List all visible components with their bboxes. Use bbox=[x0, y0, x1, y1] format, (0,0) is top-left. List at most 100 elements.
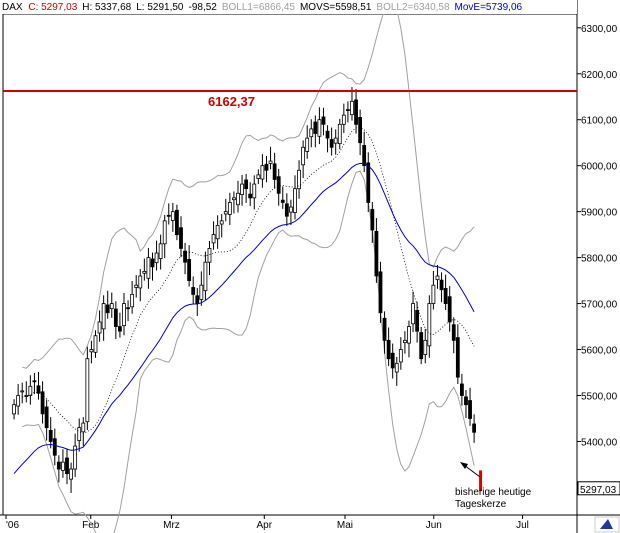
candle-body bbox=[142, 270, 147, 274]
resistance-line-label: 6162,37 bbox=[208, 94, 255, 109]
header-bar bbox=[0, 0, 577, 14]
candle-body bbox=[268, 160, 273, 164]
candle-body bbox=[337, 123, 342, 145]
candle-body bbox=[179, 227, 183, 249]
candle-body bbox=[236, 192, 240, 206]
candle-body bbox=[305, 137, 310, 152]
candle-body bbox=[260, 165, 265, 180]
candle-body bbox=[203, 261, 208, 292]
candle-body bbox=[451, 324, 456, 341]
bollinger-upper bbox=[22, 0, 475, 369]
candle-body bbox=[284, 203, 289, 217]
annotation-arrow-line bbox=[463, 464, 481, 478]
candle-body bbox=[65, 457, 69, 475]
candle-body bbox=[464, 396, 468, 406]
y-tick-label: 5900,00 bbox=[581, 208, 618, 219]
candle-body bbox=[73, 445, 78, 470]
candle-body bbox=[309, 128, 314, 138]
bollinger-bands bbox=[21, 0, 475, 533]
candle-body bbox=[134, 284, 139, 288]
candle-body bbox=[32, 380, 37, 383]
candle-body bbox=[126, 307, 130, 310]
y-tick-label: 5600,00 bbox=[581, 346, 618, 357]
candle-body bbox=[52, 438, 57, 456]
x-tick-label: Jun bbox=[426, 520, 442, 531]
header-item: -98,52 bbox=[188, 2, 217, 13]
candle-body bbox=[301, 146, 306, 166]
candle-body bbox=[211, 234, 216, 244]
candle-body bbox=[138, 275, 143, 289]
candle-body bbox=[162, 220, 167, 245]
candle-body bbox=[439, 279, 444, 291]
candle-body bbox=[297, 169, 301, 190]
candle-body bbox=[56, 461, 61, 470]
annotation: bisherige heutige Tageskerze bbox=[455, 462, 532, 510]
candle-body bbox=[394, 362, 399, 373]
candle-body bbox=[317, 119, 322, 137]
candle-body bbox=[386, 339, 391, 360]
candle-body bbox=[362, 145, 367, 167]
candle-body bbox=[118, 326, 122, 332]
candle-body bbox=[447, 296, 452, 323]
candle-body bbox=[187, 259, 192, 281]
last-price-label: 5297,03 bbox=[580, 485, 617, 496]
candle-body bbox=[89, 349, 94, 353]
candle-body bbox=[435, 275, 440, 281]
candle-body bbox=[207, 248, 212, 263]
annotation-line-2: Tageskerze bbox=[455, 499, 507, 510]
candle-body bbox=[40, 391, 45, 415]
candle-body bbox=[325, 130, 330, 139]
candle-body bbox=[431, 284, 436, 304]
candle-body bbox=[427, 303, 432, 347]
candle-body bbox=[378, 271, 383, 314]
candle-body bbox=[191, 287, 196, 295]
candle-body bbox=[24, 395, 29, 397]
candle-body bbox=[248, 193, 253, 199]
candle-body bbox=[199, 284, 204, 300]
header-item: H: 5337,68 bbox=[82, 2, 131, 13]
candle-body bbox=[154, 252, 159, 264]
y-tick-label: 5700,00 bbox=[581, 300, 618, 311]
candle-body bbox=[276, 176, 281, 194]
candle-body bbox=[48, 430, 53, 442]
header-item: MovE=5739,06 bbox=[455, 2, 523, 13]
today-candle bbox=[479, 470, 483, 492]
candle-body bbox=[403, 339, 407, 344]
y-axis: 5400,00 5500,00 5600,00 5700,00 5800,00 5900,… bbox=[577, 24, 618, 448]
last-price-box bbox=[577, 481, 620, 496]
candle-body bbox=[150, 258, 155, 268]
candle-body bbox=[350, 100, 354, 116]
candle-body bbox=[252, 183, 257, 199]
candle-body bbox=[69, 468, 73, 480]
y-tick-label: 6300,00 bbox=[581, 24, 618, 35]
candle-body bbox=[358, 117, 363, 144]
candle-body bbox=[264, 163, 269, 171]
candle-body bbox=[195, 295, 200, 304]
candle-body bbox=[240, 183, 244, 196]
candle-body bbox=[16, 395, 21, 407]
header-item: L: 5291,50 bbox=[136, 2, 184, 13]
candle-body bbox=[256, 174, 261, 179]
x-tick-label: Mai bbox=[337, 520, 353, 531]
candle-body bbox=[93, 335, 98, 353]
candle-body bbox=[370, 208, 375, 231]
zoom-tool[interactable] bbox=[594, 516, 620, 533]
candle-body bbox=[472, 423, 477, 433]
header-symbol: DAX bbox=[2, 2, 23, 13]
candle-body bbox=[346, 109, 350, 112]
candle-body bbox=[423, 339, 428, 355]
x-axis: '06 Feb Mrz Apr Mai Jun Jul bbox=[5, 515, 529, 531]
candle-body bbox=[44, 406, 49, 429]
candle-body bbox=[398, 349, 403, 363]
candle-body bbox=[280, 199, 285, 203]
candle-body bbox=[175, 209, 179, 236]
x-tick-label: '06 bbox=[6, 520, 19, 531]
candle-body bbox=[419, 332, 424, 360]
zoom-tool-icon[interactable] bbox=[600, 519, 613, 529]
candle-body bbox=[244, 179, 249, 190]
candle-body bbox=[374, 231, 379, 277]
candle-body bbox=[81, 422, 86, 433]
candle-body bbox=[109, 303, 114, 310]
candle-body bbox=[28, 385, 33, 396]
